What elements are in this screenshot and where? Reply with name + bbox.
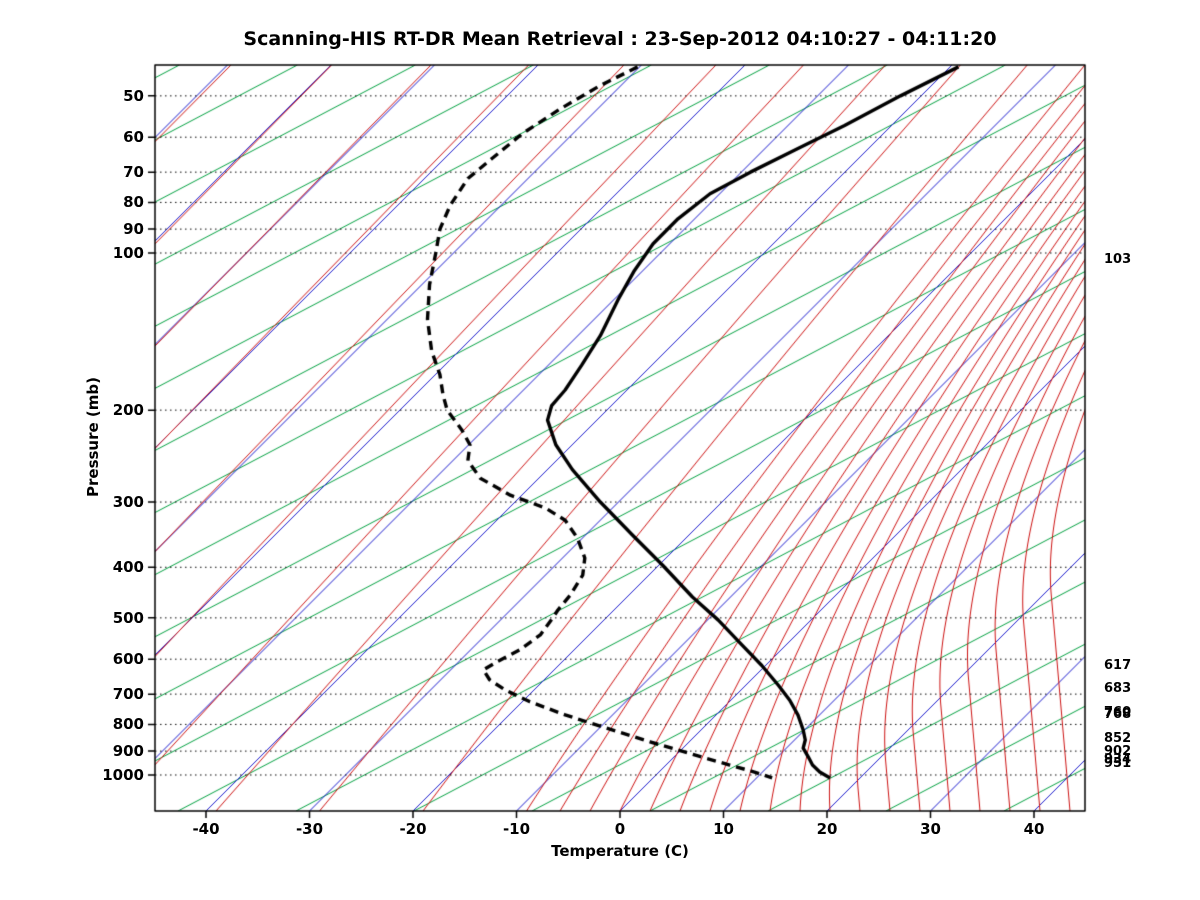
temperature-tick-label: 10 bbox=[713, 820, 734, 838]
pressure-tick-label: 80 bbox=[123, 193, 144, 212]
pressure-tick-label: 800 bbox=[112, 715, 144, 734]
temperature-tick-label: -30 bbox=[295, 820, 324, 838]
pressure-tick-label: 900 bbox=[112, 742, 144, 761]
right-pressure-label: 902 bbox=[1104, 743, 1132, 759]
y-axis-label: Pressure (mb) bbox=[84, 377, 102, 497]
pressure-tick-label: 1000 bbox=[102, 765, 144, 784]
right-pressure-label: 683 bbox=[1104, 680, 1132, 696]
right-pressure-label: 951 bbox=[1104, 755, 1132, 771]
pressure-tick-label: 700 bbox=[112, 685, 144, 704]
pressure-tick-label: 60 bbox=[123, 128, 144, 147]
pressure-tick-label: 500 bbox=[112, 608, 144, 627]
right-pressure-label: 103 bbox=[1104, 251, 1132, 267]
x-axis-label: Temperature (C) bbox=[551, 842, 689, 860]
pressure-tick-label: 50 bbox=[123, 86, 144, 105]
temperature-tick-label: 0 bbox=[614, 820, 626, 838]
right-pressure-label: 768 bbox=[1104, 707, 1132, 723]
pressure-tick-label: 200 bbox=[112, 401, 144, 420]
pressure-tick-label: 400 bbox=[112, 558, 144, 577]
pressure-tick-label: 100 bbox=[112, 244, 144, 262]
temperature-tick-label: -40 bbox=[192, 820, 220, 838]
right-pressure-label: 934 bbox=[1104, 751, 1132, 767]
chart-title: Scanning-HIS RT-DR Mean Retrieval : 23-S… bbox=[243, 28, 997, 50]
temperature-tick-label: 40 bbox=[1023, 820, 1045, 838]
right-pressure-label: 760 bbox=[1104, 704, 1132, 720]
right-pressure-label: 617 bbox=[1104, 657, 1132, 673]
temperature-tick-label: -20 bbox=[399, 820, 427, 838]
pressure-tick-label: 90 bbox=[123, 220, 144, 239]
right-pressure-label: 852 bbox=[1104, 730, 1132, 746]
pressure-tick-label: 70 bbox=[123, 163, 144, 182]
temperature-tick-label: 20 bbox=[816, 820, 838, 838]
pressure-tick-label: 600 bbox=[112, 650, 144, 669]
temperature-tick-label: 30 bbox=[920, 820, 941, 838]
pressure-tick-label: 300 bbox=[112, 493, 144, 512]
temperature-tick-label: -10 bbox=[502, 820, 531, 838]
